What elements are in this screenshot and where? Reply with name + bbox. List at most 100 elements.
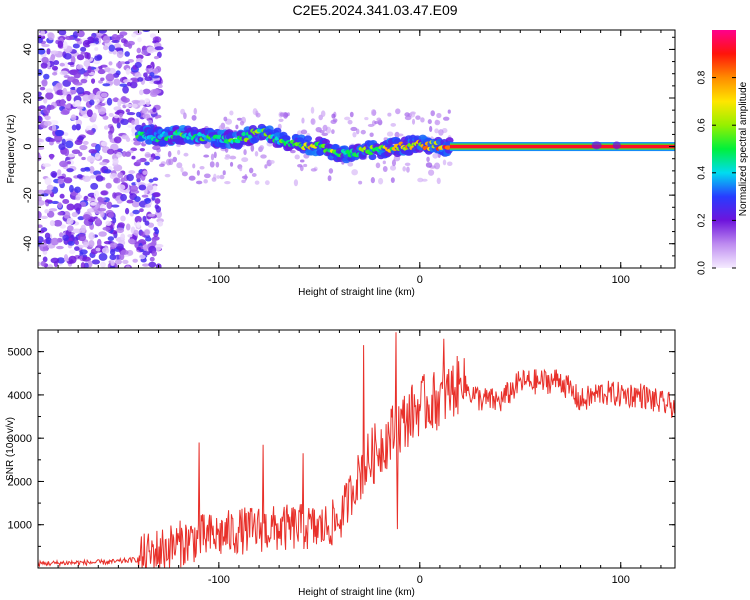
noise-blob bbox=[153, 80, 162, 85]
noise-blob bbox=[319, 130, 325, 134]
noise-blob bbox=[40, 260, 46, 267]
noise-blob bbox=[52, 71, 58, 76]
noise-blob bbox=[116, 200, 122, 204]
noise-blob bbox=[83, 72, 89, 77]
noise-blob bbox=[63, 177, 73, 184]
noise-blob bbox=[139, 208, 144, 213]
noise-blob bbox=[131, 126, 137, 134]
noise-blob bbox=[134, 215, 142, 224]
noise-blob bbox=[97, 208, 107, 212]
noise-blob bbox=[390, 122, 397, 127]
noise-blob bbox=[427, 119, 432, 125]
noise-blob bbox=[87, 197, 96, 202]
track-halo bbox=[591, 141, 602, 150]
bottom-y-axis-label: SNR (10 * v/v) bbox=[5, 417, 16, 481]
noise-blob bbox=[57, 169, 62, 176]
noise-blob bbox=[129, 185, 139, 192]
noise-blob bbox=[395, 108, 401, 115]
noise-blob bbox=[118, 112, 124, 118]
noise-blob bbox=[124, 207, 130, 215]
noise-blob bbox=[80, 78, 88, 84]
noise-blob bbox=[109, 265, 116, 268]
noise-blob bbox=[164, 173, 171, 178]
noise-blob bbox=[125, 68, 131, 75]
noise-blob bbox=[44, 115, 51, 120]
noise-blob bbox=[57, 40, 64, 48]
noise-blob bbox=[103, 125, 109, 130]
noise-blob bbox=[62, 234, 70, 242]
noise-blob bbox=[149, 156, 154, 163]
noise-blob bbox=[46, 48, 51, 55]
noise-blob bbox=[168, 158, 174, 166]
noise-blob bbox=[124, 61, 130, 65]
noise-blob bbox=[142, 30, 151, 33]
track-halo bbox=[303, 135, 312, 142]
noise-blob bbox=[63, 61, 69, 70]
noise-blob bbox=[94, 55, 102, 61]
noise-blob bbox=[125, 108, 131, 113]
noise-blob bbox=[43, 73, 50, 80]
noise-blob bbox=[100, 77, 105, 81]
noise-blob bbox=[56, 257, 66, 264]
noise-blob bbox=[107, 212, 114, 218]
noise-blob bbox=[47, 32, 55, 41]
noise-blob bbox=[77, 136, 85, 141]
noise-blob bbox=[65, 35, 74, 41]
noise-blob bbox=[149, 72, 155, 77]
noise-blob bbox=[402, 166, 407, 172]
noise-blob bbox=[129, 81, 138, 89]
noise-blob bbox=[442, 116, 450, 121]
noise-blob bbox=[38, 261, 42, 267]
noise-blob bbox=[103, 45, 109, 51]
noise-blob bbox=[79, 249, 88, 255]
noise-blob bbox=[138, 184, 147, 191]
noise-blob bbox=[44, 177, 52, 186]
noise-blob bbox=[92, 112, 97, 121]
noise-blob bbox=[142, 113, 151, 119]
noise-blob bbox=[154, 115, 159, 120]
noise-blob bbox=[84, 51, 89, 59]
noise-blob bbox=[51, 200, 59, 205]
noise-blob bbox=[58, 143, 66, 151]
noise-blob bbox=[112, 217, 117, 224]
noise-blob bbox=[120, 215, 126, 222]
noise-blob bbox=[69, 184, 74, 193]
noise-blob bbox=[71, 124, 77, 131]
noise-blob bbox=[241, 157, 249, 163]
noise-blob bbox=[42, 163, 52, 168]
noise-blob bbox=[241, 179, 246, 184]
track-halo bbox=[273, 127, 282, 135]
noise-blob bbox=[93, 190, 100, 199]
noise-blob bbox=[254, 180, 260, 185]
noise-blob bbox=[67, 240, 75, 246]
noise-blob bbox=[121, 151, 127, 157]
bottom-y-tick-label: 4000 bbox=[8, 390, 32, 402]
noise-blob bbox=[77, 30, 85, 38]
noise-blob bbox=[181, 171, 188, 177]
noise-blob bbox=[38, 224, 43, 229]
noise-blob bbox=[321, 132, 329, 137]
noise-blob bbox=[119, 83, 128, 87]
noise-blob bbox=[106, 201, 113, 210]
noise-blob bbox=[142, 88, 151, 95]
noise-blob bbox=[435, 119, 439, 125]
noise-blob bbox=[60, 98, 66, 107]
noise-blob bbox=[109, 242, 118, 248]
noise-blob bbox=[101, 247, 110, 254]
noise-blob bbox=[80, 51, 86, 55]
noise-blob bbox=[38, 199, 45, 206]
colorbar-tick-label: 0.4 bbox=[697, 165, 708, 179]
carrier-band-core bbox=[449, 144, 675, 149]
noise-blob bbox=[143, 244, 148, 252]
noise-blob bbox=[80, 167, 87, 172]
noise-blob bbox=[44, 209, 50, 214]
noise-blob bbox=[82, 175, 91, 182]
noise-blob bbox=[148, 178, 154, 183]
bottom-y-tick-label: 3000 bbox=[8, 433, 32, 445]
noise-blob bbox=[47, 264, 54, 268]
noise-blob bbox=[90, 182, 99, 190]
noise-blob bbox=[74, 139, 83, 146]
noise-blob bbox=[196, 170, 200, 176]
noise-blob bbox=[44, 199, 53, 203]
noise-blob bbox=[131, 119, 136, 126]
